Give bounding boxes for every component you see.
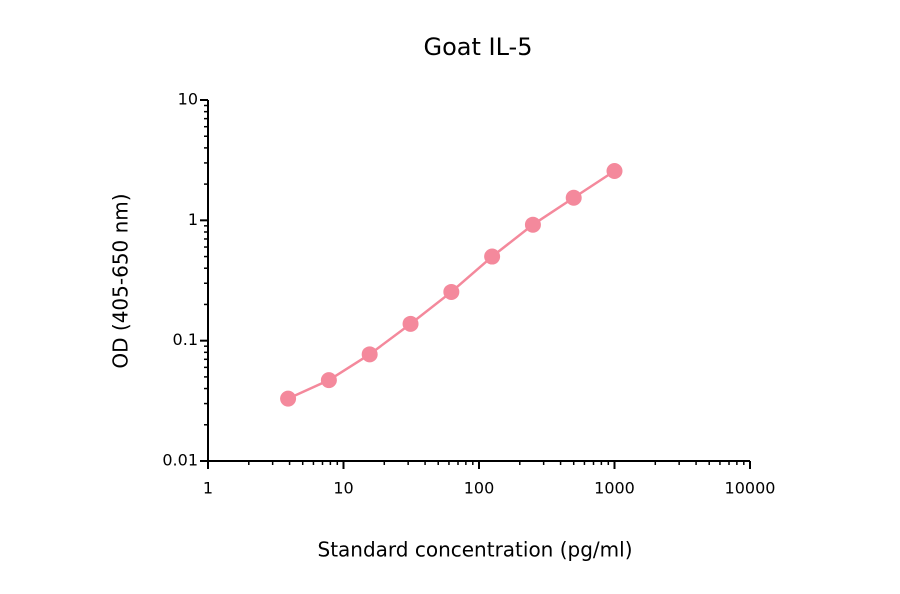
data-point [565, 189, 582, 206]
data-point [361, 346, 378, 363]
data-point [484, 248, 501, 265]
data-point [606, 163, 623, 180]
y-tick-label: 0.1 [173, 330, 198, 349]
data-point [320, 372, 337, 389]
data-point [280, 390, 297, 407]
x-tick-label: 100 [464, 479, 495, 498]
data-point [443, 283, 460, 300]
data-point [402, 315, 419, 332]
y-tick-label: 0.01 [162, 451, 198, 470]
y-axis-label: OD (405-650 nm) [109, 193, 133, 368]
x-axis-label: Standard concentration (pg/ml) [318, 538, 633, 562]
x-tick-label: 10 [333, 479, 353, 498]
x-tick-label: 10000 [725, 479, 776, 498]
y-tick-label: 10 [178, 90, 198, 109]
y-tick-label: 1 [188, 210, 198, 229]
x-tick-label: 1 [203, 479, 213, 498]
chart-title: Goat IL-5 [424, 33, 533, 61]
data-point [524, 216, 541, 233]
x-tick-label: 1000 [594, 479, 635, 498]
